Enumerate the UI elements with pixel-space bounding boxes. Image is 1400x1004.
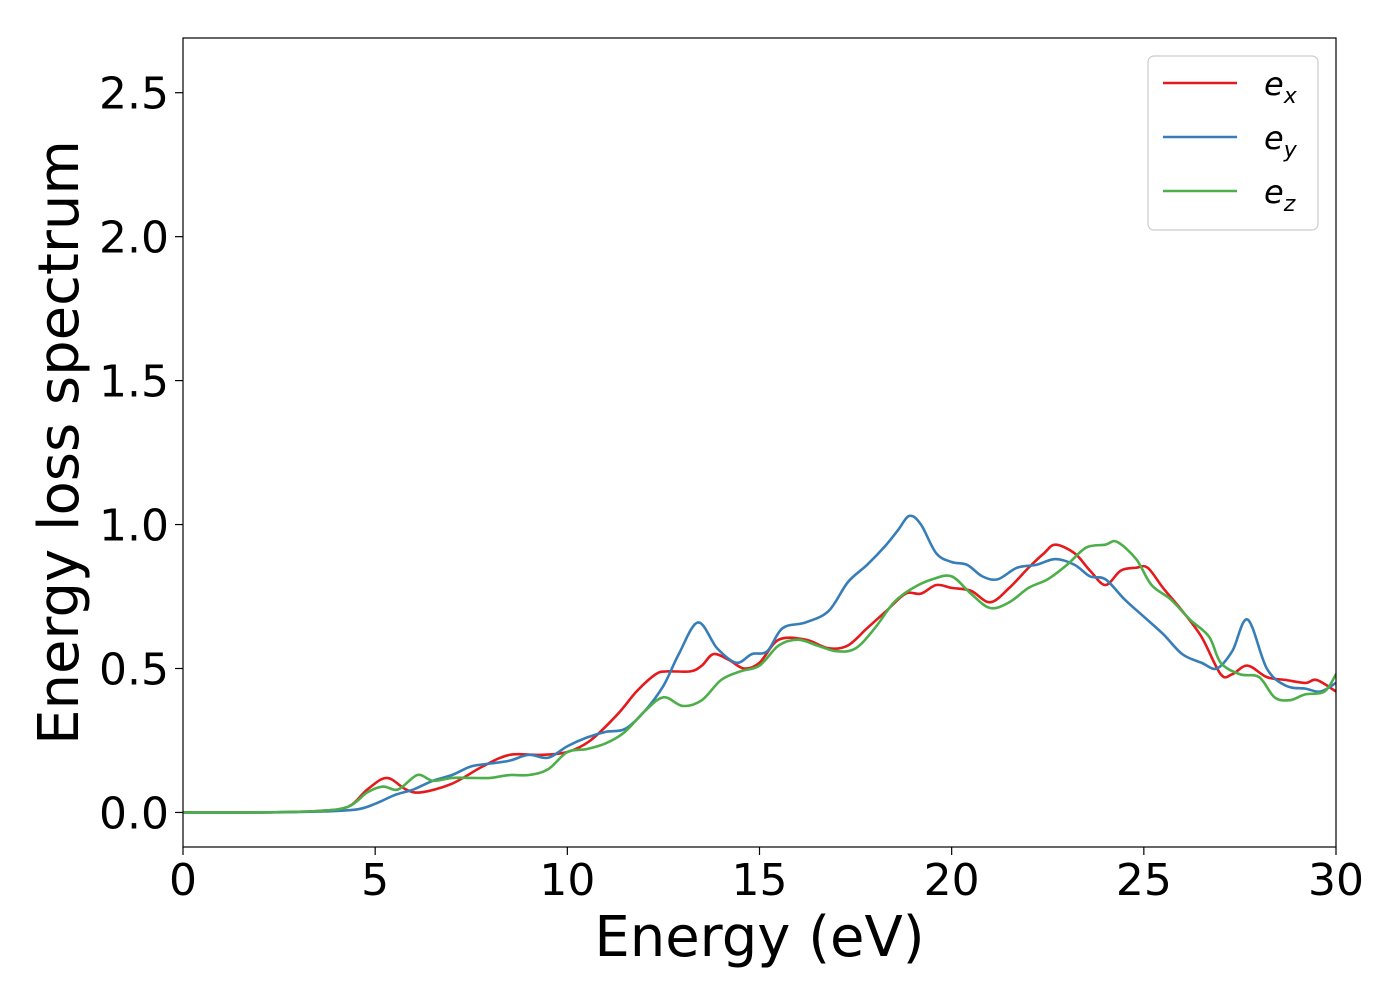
y-tick-label: 2.5 xyxy=(99,69,169,120)
x-tick-label: 20 xyxy=(924,855,980,906)
legend-label-subscript: z xyxy=(1283,192,1296,217)
legend-label-y: ey xyxy=(1264,119,1298,163)
x-tick-label: 10 xyxy=(539,855,595,906)
series-line-z xyxy=(183,539,1336,814)
y-tick-label: 1.0 xyxy=(99,501,169,552)
legend-frame xyxy=(1147,55,1319,231)
legend-label-x: ex xyxy=(1264,65,1298,109)
y-tick-label: 0.5 xyxy=(99,645,169,696)
legend-label-z: ez xyxy=(1264,173,1296,217)
y-axis-label: Energy loss spectrum xyxy=(27,140,92,745)
y-tick-label: 2.0 xyxy=(99,213,169,264)
ticks-layer: 0 5 10 15 20 25 30 0.0 0.5 1.0 1.5 2.0 2.5 xyxy=(99,69,1364,906)
x-tick-label: 5 xyxy=(361,855,389,906)
series-line-y xyxy=(183,514,1336,814)
legend-label-base: e xyxy=(1264,173,1284,211)
series-layer xyxy=(183,514,1336,814)
legend-label-base: e xyxy=(1264,119,1284,157)
x-tick-label: 25 xyxy=(1116,855,1172,906)
x-tick-label: 30 xyxy=(1308,855,1364,906)
legend-label-subscript: y xyxy=(1283,138,1298,163)
y-tick-label: 1.5 xyxy=(99,357,169,408)
legend-label-subscript: x xyxy=(1283,84,1298,109)
x-tick-label: 15 xyxy=(732,855,788,906)
x-tick-label: 0 xyxy=(169,855,197,906)
y-tick-label: 0.0 xyxy=(99,788,169,839)
x-axis-label: Energy (eV) xyxy=(594,905,924,970)
series-line-x xyxy=(183,543,1336,814)
legend-label-base: e xyxy=(1264,65,1284,103)
